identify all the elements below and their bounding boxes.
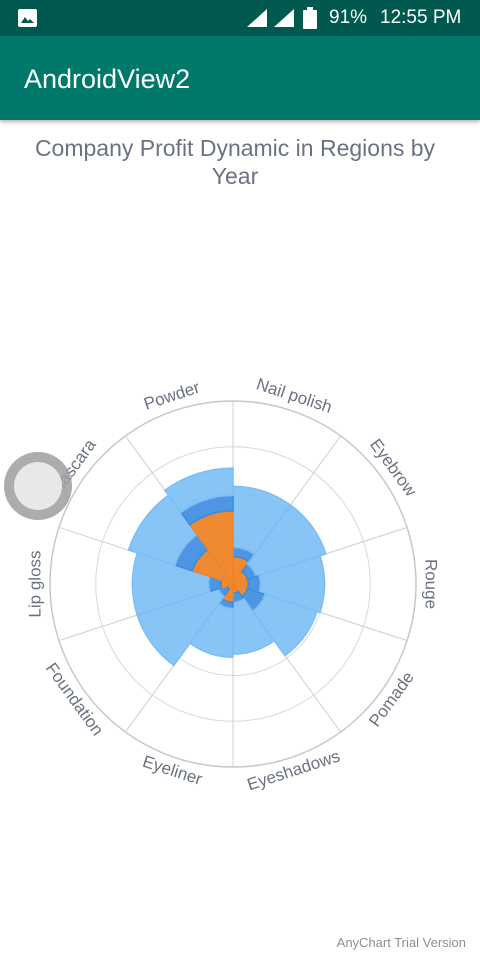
category-label: Pomade — [365, 668, 418, 730]
chart-title: Company Profit Dynamic in Regions by Yea… — [34, 135, 436, 189]
category-label: Lip gloss — [25, 550, 44, 617]
category-label: Rouge — [422, 559, 441, 609]
chart-sector[interactable] — [251, 593, 319, 657]
category-label: Nail polish — [254, 375, 334, 417]
battery-percentage: 91% — [329, 7, 368, 28]
chart-series-group — [127, 467, 327, 667]
chart-container: Company Profit Dynamic in Regions by Yea… — [0, 120, 480, 960]
category-label: Eyeshadows — [245, 746, 343, 794]
clock: 12:55 PM — [380, 7, 462, 28]
credits-link[interactable]: AnyChart Trial Version — [336, 935, 466, 950]
touch-indicator — [4, 452, 72, 520]
signal-icon — [274, 9, 294, 27]
chart-sector[interactable] — [246, 503, 327, 578]
category-label: Powder — [141, 378, 202, 414]
signal-icon — [247, 9, 267, 27]
gallery-icon — [18, 9, 37, 27]
polar-chart[interactable]: Nail polishEyebrowRougePomadeEyeshadowsE… — [0, 120, 480, 960]
app-bar: AndroidView2 — [0, 36, 480, 120]
chart-sector[interactable] — [163, 467, 234, 514]
status-bar: 91% 12:55 PM — [0, 0, 480, 36]
chart-sector[interactable] — [258, 554, 326, 614]
chart-outer-circle — [49, 400, 417, 768]
app-title: AndroidView2 — [24, 64, 191, 94]
category-label: Foundation — [42, 659, 107, 739]
battery-icon — [303, 7, 317, 29]
